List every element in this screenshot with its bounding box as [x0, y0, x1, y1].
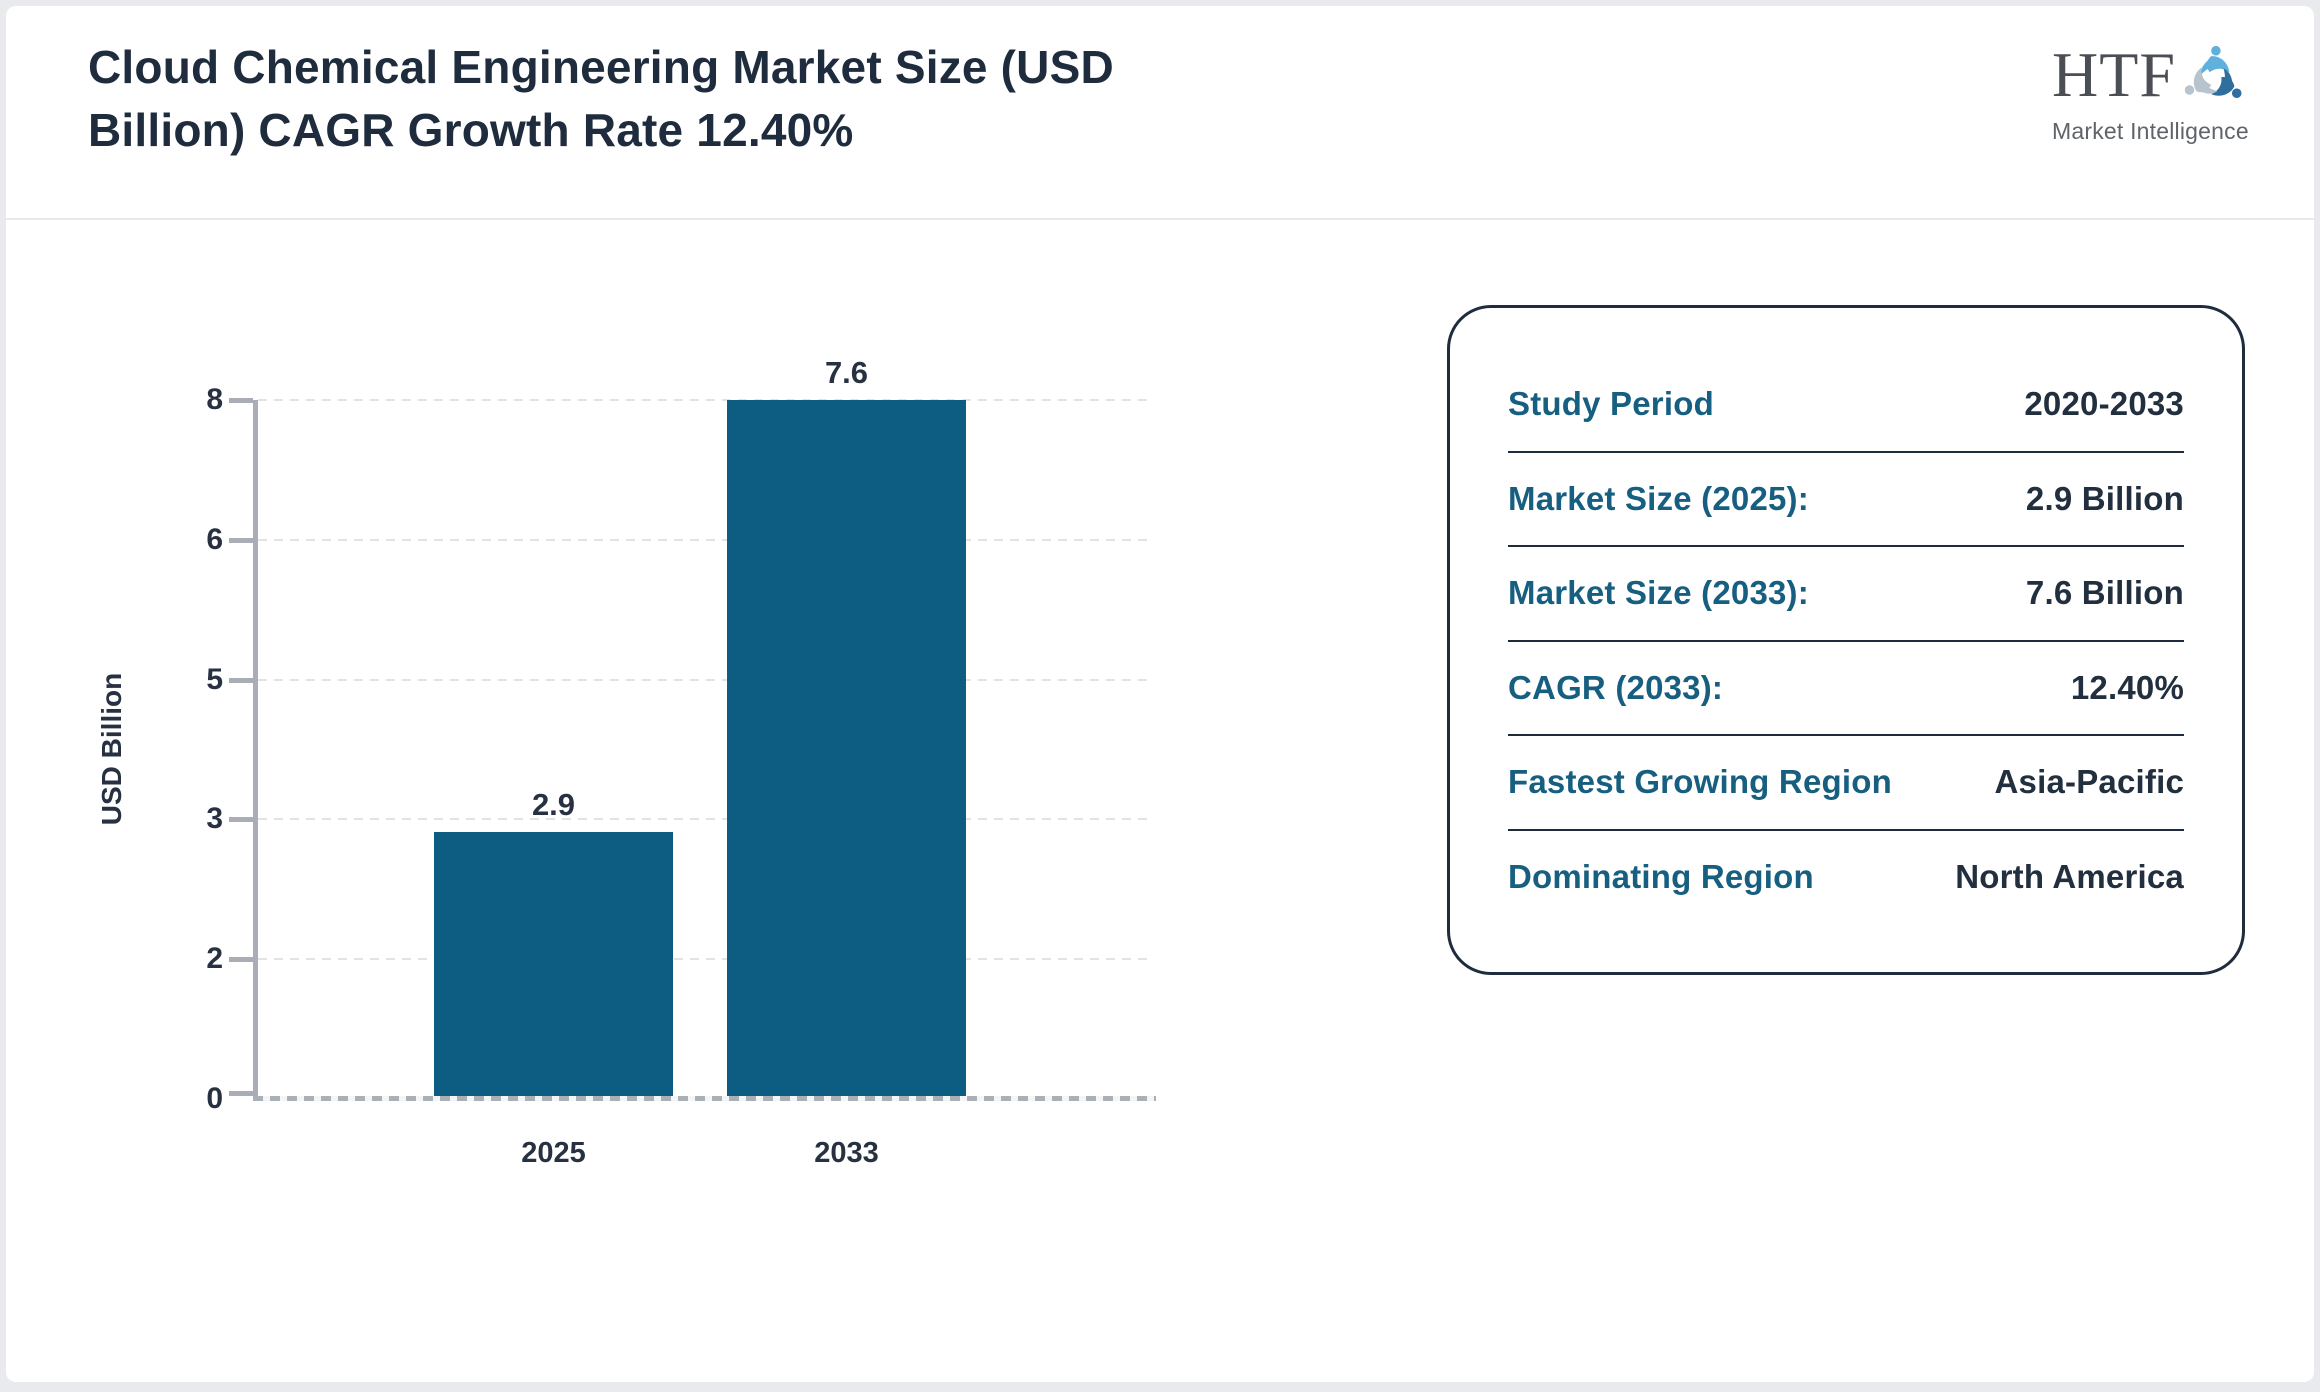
info-row: Dominating Region North America	[1508, 831, 2184, 924]
info-row-label: Study Period	[1508, 385, 1714, 423]
info-rows: Study Period 2020-2033 Market Size (2025):…	[1508, 358, 2184, 923]
htf-logo: HTF	[2052, 32, 2249, 145]
x-tick-label: 2025	[521, 1137, 586, 1169]
x-axis-baseline	[253, 1096, 1156, 1101]
bar-chart: USD Billion 8 6 5 3 2 0 2.9 2025 7.6 2033	[96, 355, 1156, 1169]
info-row-value: 12.40%	[2070, 668, 2184, 706]
info-row-value: North America	[1955, 857, 2184, 895]
page-title: Cloud Chemical Engineering Market Size (…	[88, 36, 1114, 162]
bar-2033	[727, 400, 966, 1099]
info-row-label: Fastest Growing Region	[1508, 763, 1892, 801]
logo-swirl-icon	[2184, 45, 2242, 99]
info-row: Study Period 2020-2033	[1508, 358, 2184, 453]
x-tick-label: 2033	[814, 1137, 879, 1169]
gridline	[258, 399, 1150, 401]
y-tick-mark	[229, 538, 253, 543]
page-title-line2: Billion) CAGR Growth Rate 12.40%	[88, 104, 854, 156]
info-row: CAGR (2033): 12.40%	[1508, 642, 2184, 736]
y-tick-mark	[229, 398, 253, 403]
y-tick-mark	[229, 678, 253, 683]
gridline	[258, 679, 1150, 681]
y-tick-mark	[229, 1091, 253, 1096]
info-panel: Study Period 2020-2033 Market Size (2025):…	[1447, 305, 2245, 975]
bar-value-label: 7.6	[824, 355, 869, 390]
bar-2025	[434, 832, 673, 1099]
y-tick-label: 3	[206, 802, 223, 835]
logo-text: HTF	[2052, 39, 2176, 110]
info-row-label: Dominating Region	[1508, 857, 1814, 895]
report-card: Cloud Chemical Engineering Market Size (…	[6, 6, 2314, 1382]
y-tick-label: 8	[206, 383, 223, 416]
info-row: Fastest Growing Region Asia-Pacific	[1508, 736, 2184, 831]
info-row-value: Asia-Pacific	[1994, 763, 2184, 801]
info-row-value: 2.9 Billion	[2025, 479, 2184, 517]
info-row: Market Size (2025): 2.9 Billion	[1508, 453, 2184, 547]
logo-subtext: Market Intelligence	[2052, 118, 2249, 144]
page-title-line1: Cloud Chemical Engineering Market Size (…	[88, 41, 1114, 93]
y-tick-label: 6	[206, 523, 223, 556]
bar-value-label: 2.9	[531, 787, 576, 822]
gridline	[258, 958, 1150, 960]
header-divider	[6, 218, 2314, 220]
gridline	[258, 539, 1150, 541]
y-axis-line	[253, 400, 258, 1099]
y-tick-label: 0	[206, 1082, 223, 1115]
info-row-value: 2020-2033	[2024, 385, 2184, 423]
y-tick-mark	[229, 957, 253, 962]
y-axis-title: USD Billion	[96, 672, 127, 826]
y-tick-label: 2	[206, 942, 223, 975]
info-row-label: CAGR (2033):	[1508, 668, 1724, 706]
gridline	[258, 818, 1150, 820]
y-tick-mark	[229, 817, 253, 822]
info-row-label: Market Size (2033):	[1508, 574, 1809, 612]
info-row-label: Market Size (2025):	[1508, 479, 1809, 517]
y-tick-label: 5	[206, 663, 223, 696]
info-row: Market Size (2033): 7.6 Billion	[1508, 547, 2184, 642]
info-row-value: 7.6 Billion	[2025, 574, 2184, 612]
